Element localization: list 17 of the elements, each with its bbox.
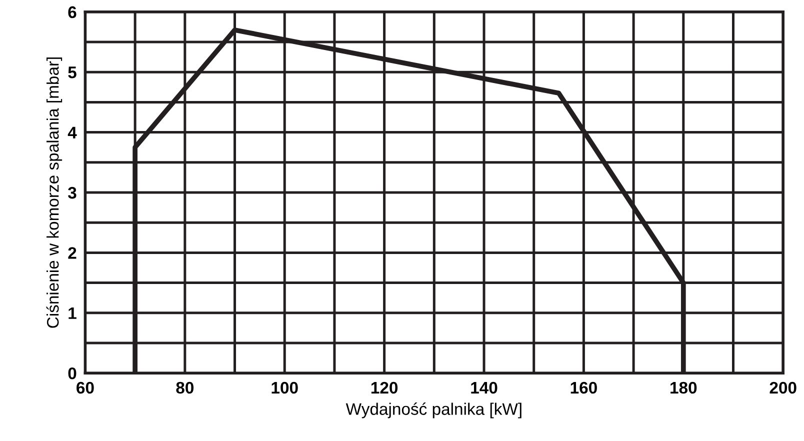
y-tick-label: 2: [68, 247, 76, 259]
x-tick-label: 180: [670, 382, 697, 394]
y-axis-title: Ciśnienie w komorze spalania [mbar]: [46, 58, 62, 328]
x-tick-label: 120: [371, 382, 398, 394]
x-tick-label: 200: [770, 382, 796, 394]
y-tick-label: 0: [68, 367, 76, 380]
x-tick-label: 140: [471, 382, 498, 394]
x-tick-label: 160: [570, 382, 597, 394]
x-tick-label: 60: [76, 382, 94, 394]
x-tick-label: 80: [176, 382, 194, 394]
y-tick-label: 5: [68, 66, 76, 78]
y-tick-label: 6: [68, 6, 76, 18]
x-axis-title: Wydajność palnika [kW]: [346, 402, 522, 418]
y-tick-label: 1: [68, 307, 76, 319]
y-tick-label: 3: [68, 186, 76, 199]
x-tick-label: 100: [272, 382, 298, 394]
y-tick-label: 4: [68, 126, 77, 138]
